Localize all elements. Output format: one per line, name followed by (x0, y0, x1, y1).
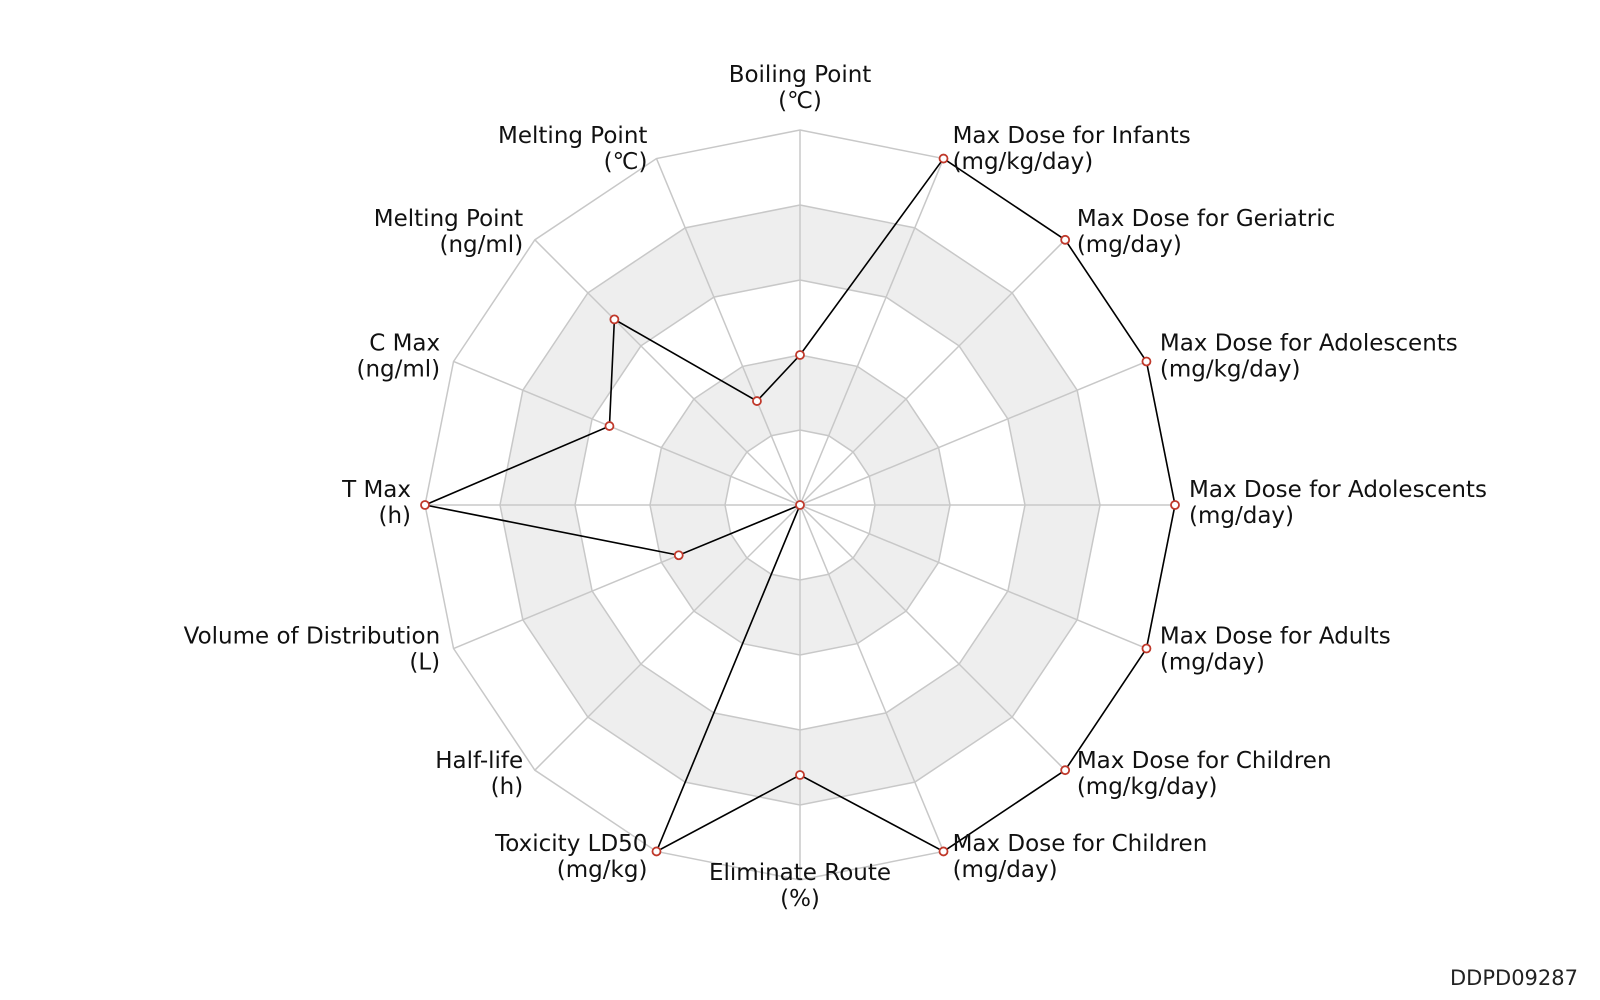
axis-label: C Max (369, 330, 440, 356)
axis-unit: (h) (378, 503, 411, 529)
radar-series (420, 153, 1180, 857)
data-point (1141, 356, 1152, 367)
data-point (673, 550, 684, 561)
data-point (795, 770, 805, 780)
axis-label: Eliminate Route (709, 860, 891, 886)
radar-spoke (453, 360, 801, 506)
data-point (1060, 234, 1071, 245)
data-point (795, 500, 805, 510)
radar-spoke (799, 360, 1147, 506)
radar-spoke (799, 504, 1147, 650)
axis-unit: (h) (491, 774, 524, 800)
radar-spoke (534, 239, 801, 506)
data-point (420, 500, 430, 510)
axis-label: Toxicity LD50 (494, 831, 647, 857)
axis-label: Volume of Distribution (184, 624, 441, 650)
axis-unit: (℃) (778, 88, 822, 114)
axis-label: Max Dose for Infants (953, 123, 1191, 149)
data-point (604, 421, 615, 431)
data-point (651, 846, 662, 857)
axis-unit: (mg/kg/day) (953, 149, 1094, 175)
axis-label: Half-life (435, 748, 523, 774)
axis-unit: (ng/ml) (440, 232, 524, 258)
axis-label: Max Dose for Adults (1160, 624, 1391, 650)
axis-labels: Boiling Point(℃)Max Dose for Infants(mg/… (184, 62, 1487, 912)
axis-label: Max Dose for Adolescents (1189, 477, 1487, 503)
axis-unit: (ng/ml) (356, 356, 440, 382)
radar-spoke (655, 158, 801, 506)
axis-label: T Max (341, 477, 411, 503)
axis-unit: (mg/day) (953, 857, 1058, 883)
axis-unit: (℃) (604, 149, 648, 175)
data-point (1141, 643, 1152, 654)
data-point (752, 396, 762, 406)
data-point (1170, 500, 1180, 510)
axis-label: Max Dose for Geriatric (1077, 206, 1335, 232)
radar-spoke (534, 504, 801, 771)
axis-label: Melting Point (374, 206, 523, 232)
radar-spoke (799, 158, 945, 506)
data-point (1060, 765, 1071, 776)
axis-unit: (L) (409, 650, 440, 676)
axis-unit: (mg/kg/day) (1077, 774, 1218, 800)
axis-unit: (mg/day) (1189, 503, 1294, 529)
radar-spoke (799, 239, 1066, 506)
data-point (938, 846, 949, 857)
axis-unit: (mg/day) (1077, 232, 1182, 258)
radar-spoke (799, 504, 1066, 771)
axis-label: Max Dose for Adolescents (1160, 330, 1458, 356)
axis-unit: (%) (780, 886, 820, 912)
data-point (609, 314, 620, 325)
axis-unit: (mg/kg/day) (1160, 356, 1301, 382)
axis-label: Boiling Point (729, 62, 872, 88)
chart-code: DDPD09287 (1450, 966, 1578, 990)
axis-unit: (mg/day) (1160, 650, 1265, 676)
axis-label: Max Dose for Children (1077, 748, 1332, 774)
axis-label: Melting Point (498, 123, 647, 149)
data-point (938, 153, 949, 164)
axis-label: Max Dose for Children (953, 831, 1208, 857)
radar-spoke (799, 504, 945, 852)
axis-unit: (mg/kg) (557, 857, 648, 883)
data-point (795, 350, 805, 360)
